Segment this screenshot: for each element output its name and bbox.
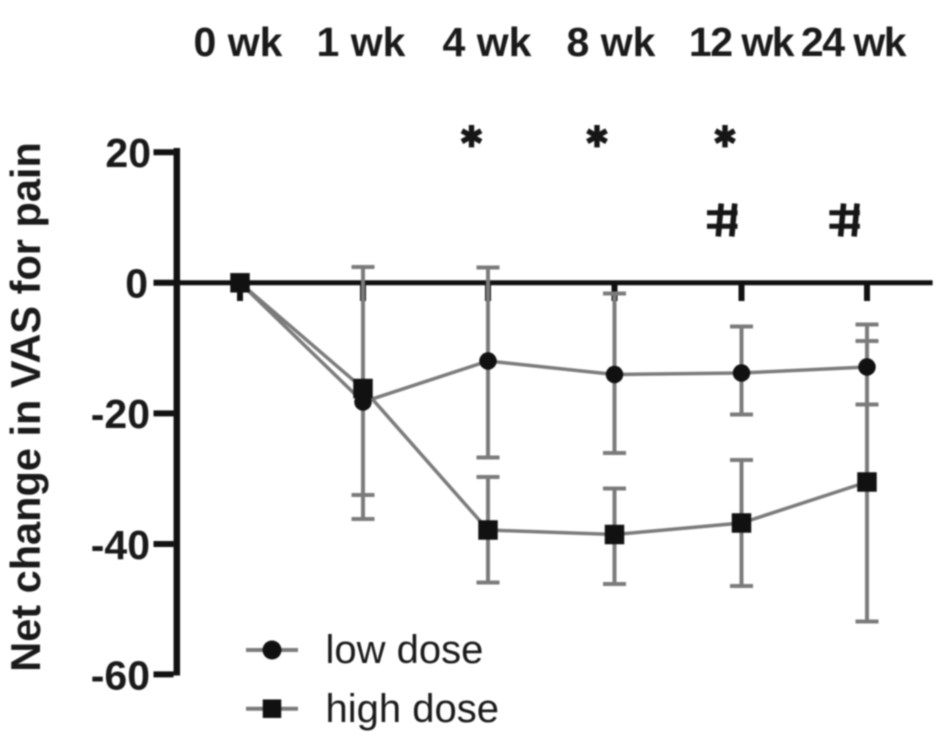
svg-text:0: 0	[125, 261, 148, 307]
svg-text:12 wk: 12 wk	[689, 19, 795, 65]
svg-text:4 wk: 4 wk	[443, 19, 532, 65]
svg-text:0 wk: 0 wk	[194, 19, 283, 65]
svg-text:-60: -60	[91, 652, 150, 698]
svg-text:1 wk: 1 wk	[317, 19, 406, 65]
svg-text:24 wk: 24 wk	[801, 19, 907, 65]
svg-text:high dose: high dose	[326, 687, 499, 731]
svg-text:20: 20	[105, 130, 151, 176]
svg-text:Net change in VAS for pain: Net change in VAS for pain	[2, 142, 49, 672]
svg-text:-20: -20	[91, 391, 150, 437]
svg-text:low dose: low dose	[326, 628, 484, 672]
svg-text:8 wk: 8 wk	[567, 19, 656, 65]
svg-text:-40: -40	[91, 522, 150, 568]
